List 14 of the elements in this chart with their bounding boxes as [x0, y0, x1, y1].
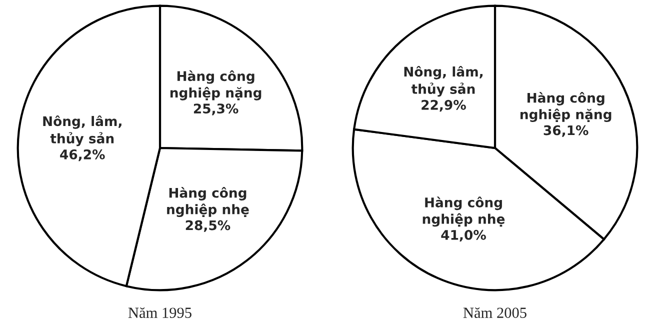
text: Năm 1995: [128, 307, 192, 318]
data-label: 28,5%: [186, 220, 230, 232]
data-label: 46,2%: [60, 149, 105, 162]
slice-label: Nông, lâm, thủy sản: [404, 66, 482, 97]
slice-label: Nông, lâm, thủy sản: [43, 115, 122, 146]
slice-label: Hàng công nghiệp nhẹ: [167, 187, 249, 218]
slice-label: Hàng công nghiệp nhẹ: [422, 196, 505, 227]
data-label: 22,9%: [422, 100, 466, 112]
data-label: 41,0%: [441, 230, 486, 242]
text: Năm 2005: [463, 307, 526, 318]
slice-label: Hàng công nghiệp nặng: [520, 92, 612, 122]
slice-label: Hàng công nghiệp nặng: [170, 70, 262, 100]
data-label: 25,3%: [194, 104, 238, 116]
data-label: 36,1%: [544, 125, 588, 137]
